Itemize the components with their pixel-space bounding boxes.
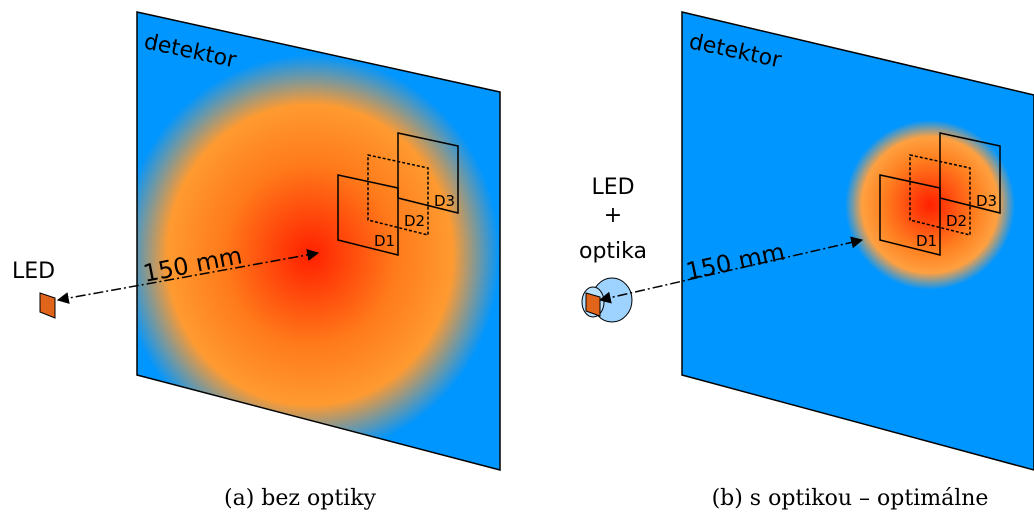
detector: [136, 11, 501, 471]
distance-arrow: [56, 249, 320, 304]
caption: (a) bez optiky: [224, 486, 376, 511]
d3-label: D3: [976, 192, 997, 210]
led: [585, 292, 601, 317]
distance-arrow: [598, 236, 864, 304]
detector-squares: [879, 132, 1001, 256]
light-spot: [845, 120, 1015, 290]
led-label: LED: [591, 175, 634, 200]
led: [39, 292, 56, 319]
panel-a: detektor D1 D2 D3 150 mm LED (a) bez opt…: [12, 11, 501, 511]
d1-label: D1: [374, 232, 395, 250]
led-label: +: [604, 203, 622, 228]
led-label: optika: [579, 239, 647, 264]
panel-b: detektor D1 D2 D3 150 mm LED + optika (b…: [579, 11, 1034, 511]
d1-label: D1: [916, 232, 937, 250]
led-label: LED: [12, 259, 55, 284]
d2-label: D2: [404, 212, 425, 230]
d3-label: D3: [434, 192, 455, 210]
d2-label: D2: [946, 212, 967, 230]
caption: (b) s optikou – optimálne: [712, 486, 989, 511]
detector-squares: [337, 132, 459, 256]
